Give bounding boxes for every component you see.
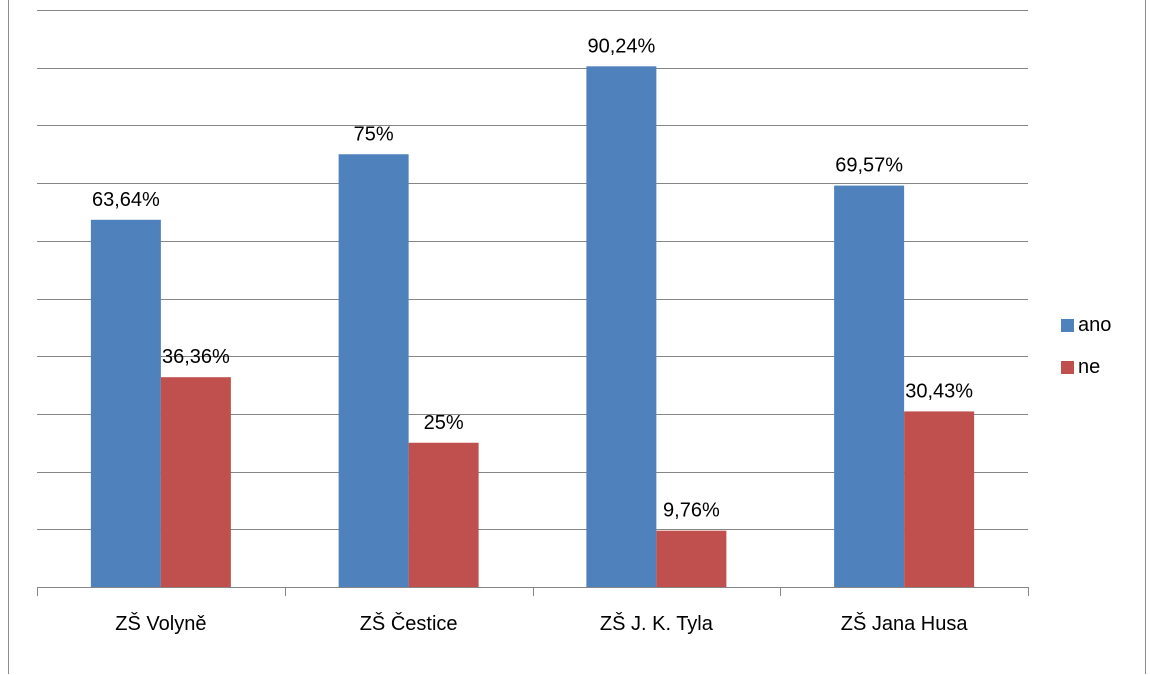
data-label-ne: 30,43% bbox=[905, 380, 973, 402]
bar-ano bbox=[338, 154, 409, 587]
x-tick-label: ZŠ Volyně bbox=[115, 612, 206, 635]
legend: ano ne bbox=[1061, 310, 1111, 394]
data-label-ano: 69,57% bbox=[835, 155, 903, 177]
bar-ano bbox=[834, 185, 905, 587]
chart-frame bbox=[8, 0, 1146, 674]
bar-ano bbox=[586, 66, 657, 588]
bar-ne bbox=[656, 530, 727, 587]
legend-item-ne: ne bbox=[1061, 352, 1111, 382]
data-label-ne: 36,36% bbox=[162, 346, 230, 368]
x-tick-label: ZŠ Čestice bbox=[360, 612, 458, 635]
bar-ano bbox=[90, 219, 161, 588]
x-tick-label: ZŠ J. K. Tyla bbox=[600, 612, 714, 635]
data-label-ne: 25% bbox=[424, 412, 464, 434]
legend-label-ano: ano bbox=[1078, 313, 1112, 336]
data-label-ano: 75% bbox=[354, 123, 394, 145]
bar-ne bbox=[408, 442, 479, 587]
legend-label-ne: ne bbox=[1078, 355, 1101, 378]
legend-swatch-ano bbox=[1061, 318, 1074, 332]
data-label-ne: 9,76% bbox=[663, 500, 720, 522]
data-label-ano: 63,64% bbox=[92, 189, 160, 211]
x-tick-label: ZŠ Jana Husa bbox=[841, 612, 969, 635]
data-label-ano: 90,24% bbox=[587, 35, 655, 57]
bar-ne bbox=[904, 411, 975, 587]
legend-item-ano: ano bbox=[1061, 310, 1111, 340]
legend-swatch-ne bbox=[1061, 360, 1074, 374]
bar-ne bbox=[160, 377, 231, 587]
